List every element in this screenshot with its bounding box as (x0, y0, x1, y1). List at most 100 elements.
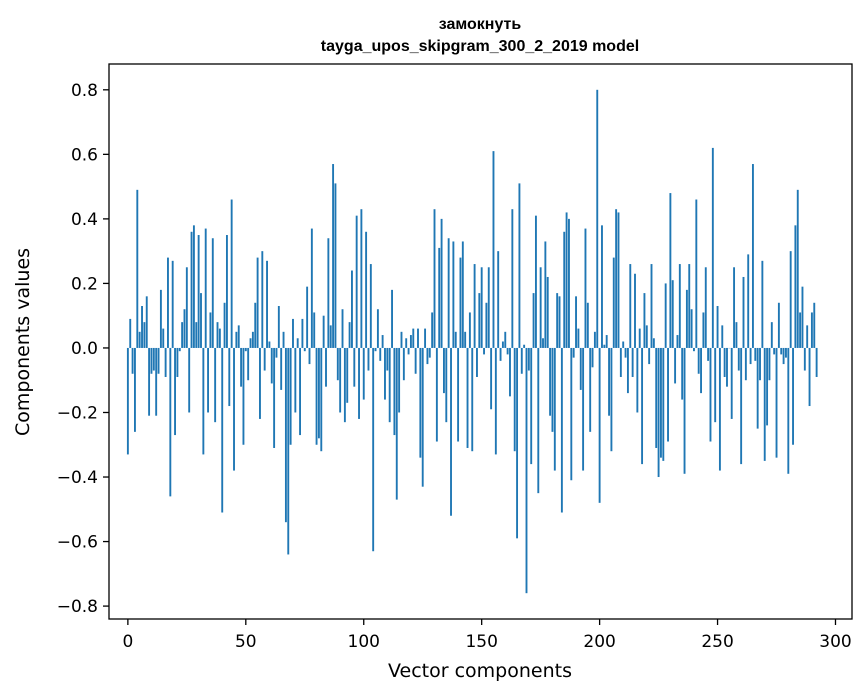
bar-235 (681, 347, 684, 400)
bar-31 (200, 293, 202, 348)
bar-127 (426, 347, 429, 365)
bar-55 (256, 257, 259, 348)
bar-4 (136, 189, 139, 348)
bar-40 (221, 347, 224, 513)
bar-180 (551, 347, 554, 432)
bar-268 (759, 347, 761, 381)
bar-253 (723, 347, 726, 377)
bar-248 (711, 147, 714, 348)
bar-175 (539, 267, 542, 348)
bar-39 (218, 328, 221, 348)
y-tick-label: 0.2 (71, 274, 98, 294)
bar-101 (365, 231, 368, 348)
x-tick-label: 200 (583, 632, 615, 652)
bar-136 (447, 238, 450, 348)
bar-284 (796, 189, 799, 348)
bar-41 (223, 302, 226, 348)
bar-220 (645, 325, 648, 348)
bar-75 (303, 347, 306, 352)
y-axis-ticks: 0.8 0.6 0.4 0.2 0.0 −0.2 −0.4 −0.6 −0.8 (57, 81, 109, 617)
bar-37 (214, 347, 217, 423)
bar-195 (586, 302, 589, 348)
bar-84 (325, 347, 327, 387)
bar-241 (695, 199, 698, 348)
bar-267 (756, 347, 759, 429)
bar-6 (141, 306, 143, 348)
bar-7 (143, 322, 146, 348)
bar-257 (733, 267, 736, 348)
x-axis-ticks: 0 50 100 150 200 250 300 (122, 619, 852, 652)
bars-group (126, 89, 818, 594)
bar-20 (174, 347, 176, 436)
bar-242 (697, 347, 700, 374)
bar-224 (655, 347, 658, 448)
bar-80 (315, 347, 318, 445)
bar-239 (690, 309, 693, 348)
bar-243 (700, 347, 702, 394)
x-tick-label: 150 (465, 632, 497, 652)
bar-81 (317, 347, 320, 439)
bar-139 (454, 331, 457, 348)
bar-85 (327, 238, 330, 348)
bar-217 (638, 328, 641, 348)
bar-265 (751, 164, 754, 348)
bar-56 (259, 347, 261, 419)
bar-67 (284, 347, 287, 523)
bar-256 (730, 347, 733, 419)
bar-22 (178, 347, 181, 352)
bar-148 (476, 347, 478, 377)
bar-276 (777, 302, 780, 348)
x-tick-label: 0 (122, 632, 133, 652)
bar-207 (615, 209, 618, 348)
bar-240 (693, 347, 695, 352)
bar-182 (556, 293, 559, 348)
bar-225 (657, 347, 660, 478)
bar-166 (518, 183, 521, 348)
bar-177 (544, 241, 547, 348)
bar-102 (367, 347, 370, 371)
bar-176 (542, 338, 544, 348)
bar-233 (676, 335, 679, 348)
bar-212 (626, 347, 629, 394)
bar-291 (813, 302, 816, 348)
bar-60 (268, 341, 271, 348)
x-tick-label: 100 (348, 632, 380, 652)
bar-53 (251, 331, 254, 348)
bar-140 (457, 347, 460, 442)
bar-65 (280, 347, 283, 390)
bar-250 (716, 306, 719, 348)
bar-64 (277, 306, 280, 348)
bar-14 (159, 289, 162, 348)
bar-266 (754, 347, 757, 361)
bar-115 (398, 347, 401, 413)
bar-247 (709, 347, 712, 442)
bar-73 (299, 347, 301, 436)
x-axis-label: Vector components (388, 660, 572, 682)
bar-13 (157, 347, 160, 374)
bar-157 (497, 251, 500, 348)
x-tick-label: 50 (235, 632, 257, 652)
bar-144 (466, 347, 469, 448)
bar-196 (589, 347, 592, 432)
bar-99 (360, 209, 363, 348)
bar-200 (598, 347, 601, 503)
bar-192 (579, 347, 582, 390)
bar-91 (341, 309, 344, 348)
bar-215 (634, 273, 636, 348)
bar-277 (780, 347, 783, 355)
bar-111 (388, 347, 391, 423)
bar-88 (334, 183, 337, 348)
bar-203 (605, 335, 608, 348)
bar-49 (242, 347, 245, 445)
bar-1 (129, 318, 132, 348)
bar-66 (282, 331, 285, 348)
y-tick-label: −0.4 (57, 468, 98, 488)
bar-25 (185, 267, 188, 348)
y-axis-label: Components values (12, 248, 34, 436)
bar-44 (230, 199, 233, 348)
bar-271 (766, 347, 769, 426)
bar-218 (641, 347, 644, 465)
bar-226 (660, 347, 662, 458)
bar-287 (803, 347, 806, 371)
bar-108 (381, 335, 384, 348)
